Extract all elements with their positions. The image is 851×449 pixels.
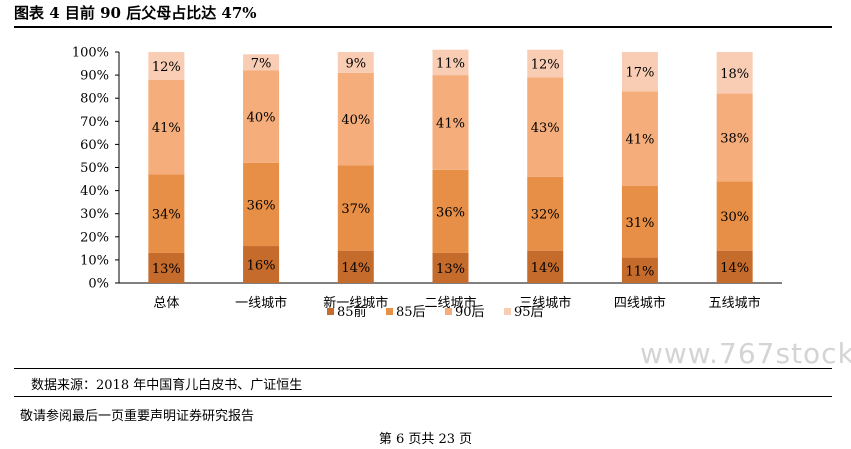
bar-segment (716, 181, 753, 251)
bar-segment (243, 246, 280, 283)
y-tick-label: 90% (80, 69, 109, 84)
data-label: 14% (531, 261, 560, 276)
data-source: 数据来源：2018 年中国育儿白皮书、广证恒生 (31, 378, 303, 393)
bar-segment (621, 91, 658, 186)
bar-segment (621, 257, 658, 283)
legend-swatch (445, 308, 452, 315)
data-label: 12% (531, 58, 560, 73)
data-label: 41% (436, 116, 465, 131)
disclaimer-note: 敬请参阅最后一页重要声明证券研究报告 (20, 409, 255, 424)
data-label: 36% (247, 198, 276, 213)
data-label: 43% (531, 121, 560, 136)
data-label: 14% (341, 261, 370, 276)
bar-segment (716, 93, 753, 182)
bar-segment (148, 79, 185, 175)
source-top-rule (14, 368, 832, 369)
data-label: 14% (720, 261, 749, 276)
x-tick-label: 一线城市 (235, 295, 287, 311)
legend-swatch (504, 308, 511, 315)
data-label: 7% (251, 56, 272, 71)
bar-segment (527, 77, 564, 177)
source-bottom-rule (14, 396, 832, 397)
bar-segment (621, 52, 658, 92)
y-tick-label: 20% (80, 230, 109, 245)
x-tick-label: 五线城市 (709, 295, 761, 311)
legend-label: 85后 (396, 305, 426, 320)
bar-segment (716, 52, 753, 94)
title-rule (14, 26, 832, 28)
legend: 85前 85后 90后 95后 (327, 304, 544, 320)
bar-segment (527, 250, 564, 283)
bar-segment (432, 252, 469, 283)
data-label: 38% (720, 131, 749, 146)
data-label: 41% (152, 121, 181, 136)
y-tick-label: 30% (80, 207, 109, 222)
data-label: 9% (345, 56, 366, 71)
bar-segment (337, 250, 374, 283)
y-tick-label: 50% (80, 161, 109, 176)
data-label: 36% (436, 205, 465, 220)
x-tick-label: 二线城市 (424, 295, 476, 311)
legend-swatch (386, 308, 393, 315)
legend-label: 95后 (514, 305, 544, 320)
data-label: 16% (247, 259, 276, 274)
data-label: 11% (436, 56, 465, 71)
bar-segment (243, 162, 280, 247)
y-axis: 0% 10% 20% 30% 40% 50% 60% 70% 80% 90% 100% (72, 46, 782, 292)
bar-segment (432, 49, 469, 76)
bar-segment (243, 54, 280, 71)
x-axis-labels: 总体 一线城市 新一线城市 二线城市 三线城市 四线城市 五线城市 (153, 295, 760, 311)
bar-segment (621, 185, 658, 258)
page-number: 第 6 页共 23 页 (378, 432, 473, 447)
x-tick-label: 三线城市 (519, 295, 571, 311)
bar-segment (337, 52, 374, 73)
watermark: www.767stock. (640, 337, 851, 370)
stacked-bar-chart: 0% 10% 20% 30% 40% 50% 60% 70% 80% 90% 100% 13% 34%… (72, 46, 782, 320)
bar-segment (432, 75, 469, 170)
bar-segment (148, 252, 185, 283)
data-label: 30% (720, 210, 749, 225)
bar-segment (716, 250, 753, 283)
bar-segment (527, 176, 564, 251)
bar-segment (432, 169, 469, 253)
bar-segment (243, 70, 280, 163)
y-tick-label: 10% (80, 253, 109, 268)
data-label: 17% (625, 66, 654, 81)
data-label: 41% (625, 133, 654, 148)
y-tick-label: 40% (80, 184, 109, 199)
chart-title: 图表 4 目前 90 后父母占比达 47% (14, 4, 257, 22)
legend-label: 85前 (337, 304, 367, 320)
data-label: 40% (247, 111, 276, 126)
bar-segment (148, 174, 185, 253)
data-label: 40% (341, 113, 370, 128)
data-label: 32% (531, 208, 560, 223)
y-tick-label: 60% (80, 138, 109, 153)
data-label: 11% (625, 264, 654, 279)
data-label: 37% (341, 202, 370, 217)
data-label: 13% (152, 262, 181, 277)
data-label: 18% (720, 67, 749, 82)
bar-segment (337, 72, 374, 166)
legend-swatch (327, 308, 334, 315)
data-label: 34% (152, 208, 181, 223)
y-tick-label: 0% (88, 277, 109, 292)
bar-segment (527, 49, 564, 78)
bar-segment (148, 52, 185, 80)
bar-segment (337, 165, 374, 251)
data-label: 13% (436, 262, 465, 277)
x-tick-label: 总体 (153, 296, 179, 311)
bars: 13% 34% 41% 12% 16% 36% 40% 7% 14% 37% 40% 9% 13% 36%… (148, 49, 753, 283)
y-tick-label: 70% (80, 115, 109, 130)
y-tick-label: 100% (72, 46, 109, 61)
data-label: 12% (152, 60, 181, 75)
legend-label: 90后 (455, 305, 485, 320)
data-label: 31% (625, 216, 654, 231)
x-tick-label: 新一线城市 (323, 295, 388, 311)
y-tick-label: 80% (80, 92, 109, 107)
x-tick-label: 四线城市 (614, 295, 666, 311)
